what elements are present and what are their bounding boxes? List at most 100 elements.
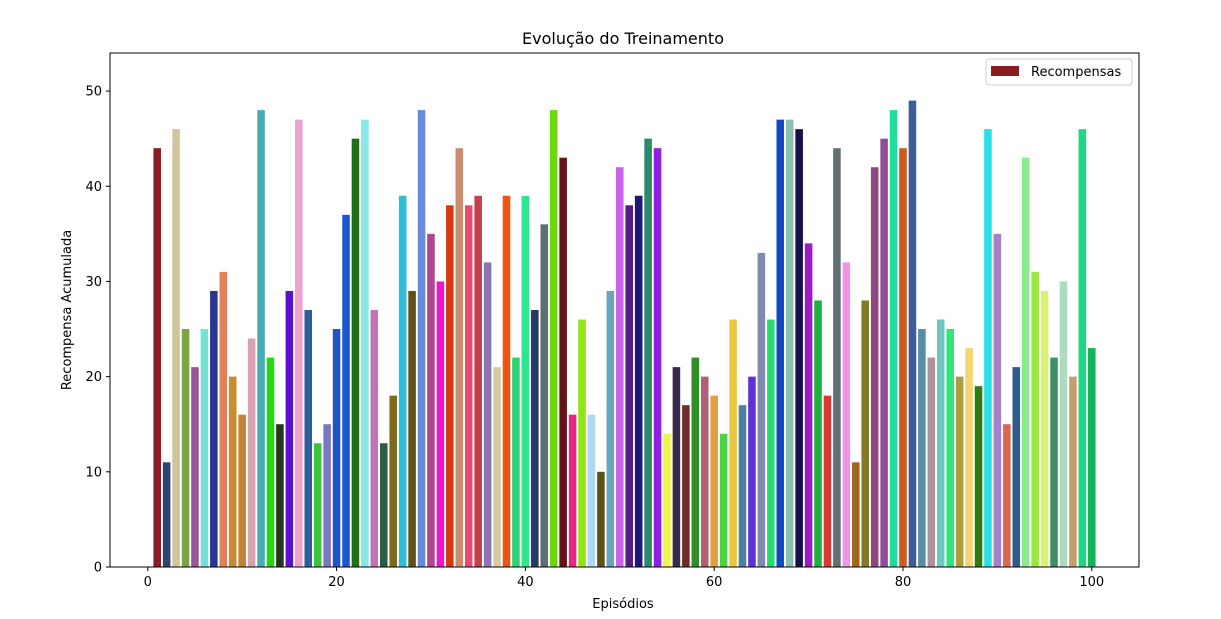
bar-episode-30 (427, 233, 435, 567)
bar-episode-8 (219, 271, 228, 567)
bar-episode-12 (257, 110, 265, 567)
bar-episode-27 (398, 195, 407, 567)
bar-episode-97 (1059, 281, 1068, 567)
bar-episode-52 (634, 195, 643, 567)
axes-frame (109, 52, 1140, 568)
bar-episode-45 (568, 414, 577, 567)
bar-episode-75 (852, 462, 860, 567)
bar-episode-31 (436, 281, 445, 567)
bar-episode-71 (814, 300, 822, 567)
bar-episode-78 (880, 138, 888, 567)
bar-episode-56 (672, 367, 681, 567)
x-axis-label: Episódios (592, 597, 654, 612)
bar-episode-98 (1069, 376, 1077, 567)
bar-episode-9 (228, 376, 237, 567)
y-tick-label: 30 (85, 275, 102, 290)
bar-episode-22 (351, 138, 360, 567)
y-axis-label: Recompensa Acumulada (60, 230, 75, 390)
bar-episode-58 (691, 357, 700, 567)
bar-episode-100 (1088, 348, 1096, 567)
bar-episode-83 (927, 357, 936, 567)
bar-episode-25 (379, 443, 388, 567)
bar-episode-16 (295, 119, 303, 567)
bar-episode-99 (1078, 129, 1087, 568)
bar-episode-11 (247, 338, 256, 567)
bar-episode-46 (578, 319, 586, 567)
bar-episode-14 (276, 424, 284, 567)
bar-episode-3 (172, 129, 180, 568)
bar-episode-87 (965, 348, 973, 567)
bar-episode-13 (266, 357, 275, 567)
bar-episode-84 (936, 319, 945, 567)
bar-episode-67 (776, 119, 785, 567)
bar-episode-34 (464, 205, 473, 567)
y-tick-label: 50 (85, 85, 102, 100)
bar-episode-96 (1050, 357, 1058, 567)
bar-episode-17 (304, 310, 313, 567)
bar-episode-68 (785, 119, 794, 567)
bar-episode-24 (370, 310, 379, 567)
bar-episode-33 (455, 148, 464, 567)
bar-episode-81 (908, 100, 917, 567)
bar-episode-38 (502, 195, 511, 567)
bar-episode-82 (918, 329, 926, 567)
x-axis-ticks: 0 20 40 60 80 100 (144, 567, 1104, 590)
bar-episode-43 (549, 110, 558, 567)
bar-episode-1 (153, 148, 161, 567)
bar-episode-29 (417, 110, 426, 567)
bar-episode-23 (361, 119, 369, 567)
bar-episode-61 (719, 433, 728, 567)
bar-episode-88 (974, 386, 983, 567)
bar-episode-55 (663, 433, 671, 567)
chart-title: Evolução do Treinamento (522, 29, 724, 48)
bar-episode-51 (625, 205, 633, 567)
bar-episode-69 (795, 129, 803, 568)
bar-episode-79 (889, 110, 898, 567)
y-axis-ticks: 0 10 20 30 40 50 (85, 85, 110, 576)
legend-box (985, 58, 1133, 86)
bar-episode-80 (899, 148, 907, 567)
bar-episode-15 (285, 290, 294, 567)
bar-episode-72 (823, 395, 832, 567)
x-tick-label: 40 (517, 575, 534, 590)
bar-episode-64 (748, 376, 756, 567)
bars-group (153, 100, 1096, 568)
bar-episode-74 (842, 262, 851, 567)
bar-episode-2 (162, 462, 171, 567)
bar-episode-63 (738, 405, 747, 567)
x-tick-label: 100 (1079, 575, 1104, 590)
bar-episode-36 (483, 262, 492, 567)
y-tick-label: 0 (94, 561, 102, 576)
bar-episode-93 (1021, 157, 1030, 567)
bar-episode-89 (984, 129, 992, 568)
bar-episode-18 (313, 443, 322, 567)
bar-episode-91 (1003, 424, 1011, 567)
bar-episode-54 (653, 148, 662, 567)
bar-episode-42 (540, 224, 549, 568)
bar-episode-60 (710, 395, 718, 567)
bar-episode-90 (993, 233, 1002, 567)
bar-episode-57 (682, 405, 690, 567)
bar-episode-70 (804, 243, 813, 568)
x-tick-label: 80 (895, 575, 912, 590)
bar-episode-53 (644, 138, 652, 567)
bar-episode-44 (559, 157, 567, 567)
bar-episode-41 (531, 310, 539, 567)
bar-episode-19 (323, 424, 331, 567)
bar-episode-77 (870, 167, 879, 567)
bar-episode-4 (181, 329, 190, 567)
bar-episode-65 (757, 252, 766, 567)
bar-episode-10 (238, 414, 246, 567)
bar-episode-40 (521, 195, 530, 567)
bar-episode-20 (332, 329, 341, 567)
bar-episode-21 (342, 214, 350, 567)
bar-episode-6 (200, 329, 209, 567)
bar-episode-37 (493, 367, 501, 567)
y-tick-label: 40 (85, 180, 102, 195)
bar-episode-66 (767, 319, 775, 567)
bar-episode-48 (597, 471, 605, 567)
bar-episode-35 (474, 195, 482, 567)
bar-episode-50 (616, 167, 624, 567)
bar-episode-39 (512, 357, 520, 567)
